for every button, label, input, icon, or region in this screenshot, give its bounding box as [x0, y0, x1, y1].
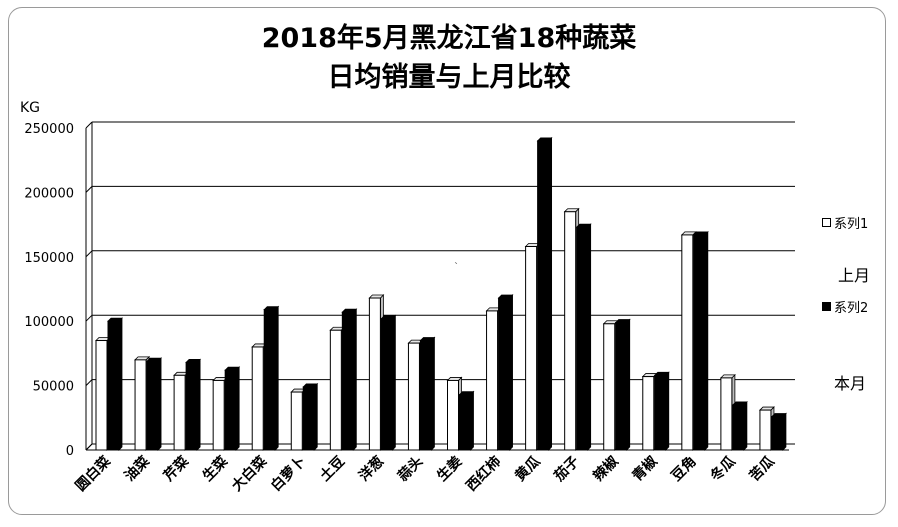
legend-item-series1: 系列1 — [822, 213, 868, 232]
bar-series2 — [536, 136, 553, 451]
bar-series2 — [302, 382, 319, 451]
side-label-last-month: 上月 — [838, 266, 871, 285]
x-category-label: 白萝卜 — [267, 453, 309, 495]
gridline-depth — [85, 250, 93, 258]
x-category-label: 土豆 — [316, 453, 348, 485]
x-category-label: 蒜头 — [394, 453, 426, 485]
gridline-depth — [85, 186, 93, 193]
bar-series2 — [575, 223, 592, 451]
y-tick-label: 50000 — [33, 380, 74, 395]
x-category-label: 生姜 — [434, 453, 466, 485]
legend-item-series2: 系列2 — [822, 297, 868, 316]
x-category-label: 茄子 — [550, 453, 583, 486]
bar-series2 — [458, 390, 475, 451]
x-category-label: 芹菜 — [160, 452, 193, 485]
bar-series2 — [770, 412, 787, 451]
legend-swatch-series2 — [822, 302, 831, 311]
x-category-label: 油菜 — [121, 452, 154, 485]
x-category-label: 苦瓜 — [746, 453, 778, 485]
gridline-depth — [85, 379, 93, 386]
y-tick-label: 250000 — [24, 122, 74, 137]
bar-series2 — [419, 336, 436, 451]
bar-series2 — [731, 400, 748, 451]
y-tick-label: 200000 — [24, 186, 74, 201]
legend-label-series2: 系列2 — [834, 301, 869, 316]
gridline-depth — [85, 121, 93, 129]
chart-title-line1: 2018年5月黑龙江省18种蔬菜 — [261, 23, 637, 54]
bar-series2 — [653, 371, 670, 451]
x-category-label: 西红柿 — [463, 453, 505, 495]
x-category-label: 豆角 — [668, 453, 700, 485]
x-category-label: 大白菜 — [228, 452, 270, 494]
x-category-label: 青椒 — [629, 453, 661, 485]
bar-series2 — [497, 294, 514, 451]
bar-series2 — [341, 308, 358, 451]
bar-series2 — [263, 305, 280, 451]
side-label-this-month: 本月 — [834, 374, 867, 393]
legend-swatch-series1 — [822, 218, 831, 227]
x-category-label: 圆白菜 — [72, 452, 114, 494]
x-category-label: 黄瓜 — [512, 453, 544, 485]
gridline-depth — [85, 314, 93, 322]
bar-series2 — [380, 314, 397, 451]
y-tick-label: 150000 — [24, 251, 74, 266]
plot-floor-edge — [85, 443, 795, 451]
x-category-label: 冬瓜 — [707, 453, 739, 485]
x-category-label: 辣椒 — [590, 453, 622, 485]
x-category-label: 洋葱 — [355, 453, 387, 485]
x-category-label: 生菜 — [199, 452, 232, 485]
bar-series2 — [146, 357, 163, 451]
y-axis-unit-label: KG — [20, 100, 41, 116]
plot-back-wall-edge — [85, 122, 93, 451]
bar-series2 — [185, 358, 202, 451]
y-tick-label: 100000 — [24, 315, 74, 330]
bar-series2 — [107, 317, 123, 451]
legend-label-series1: 系列1 — [834, 217, 869, 232]
bar-series2 — [224, 366, 241, 451]
chart-title-line2: 日均销量与上月比较 — [327, 62, 571, 93]
stray-mark: ` — [454, 262, 459, 273]
bar-series2 — [614, 318, 631, 451]
y-tick-label: 0 — [66, 444, 74, 459]
bar-series2 — [692, 230, 709, 451]
